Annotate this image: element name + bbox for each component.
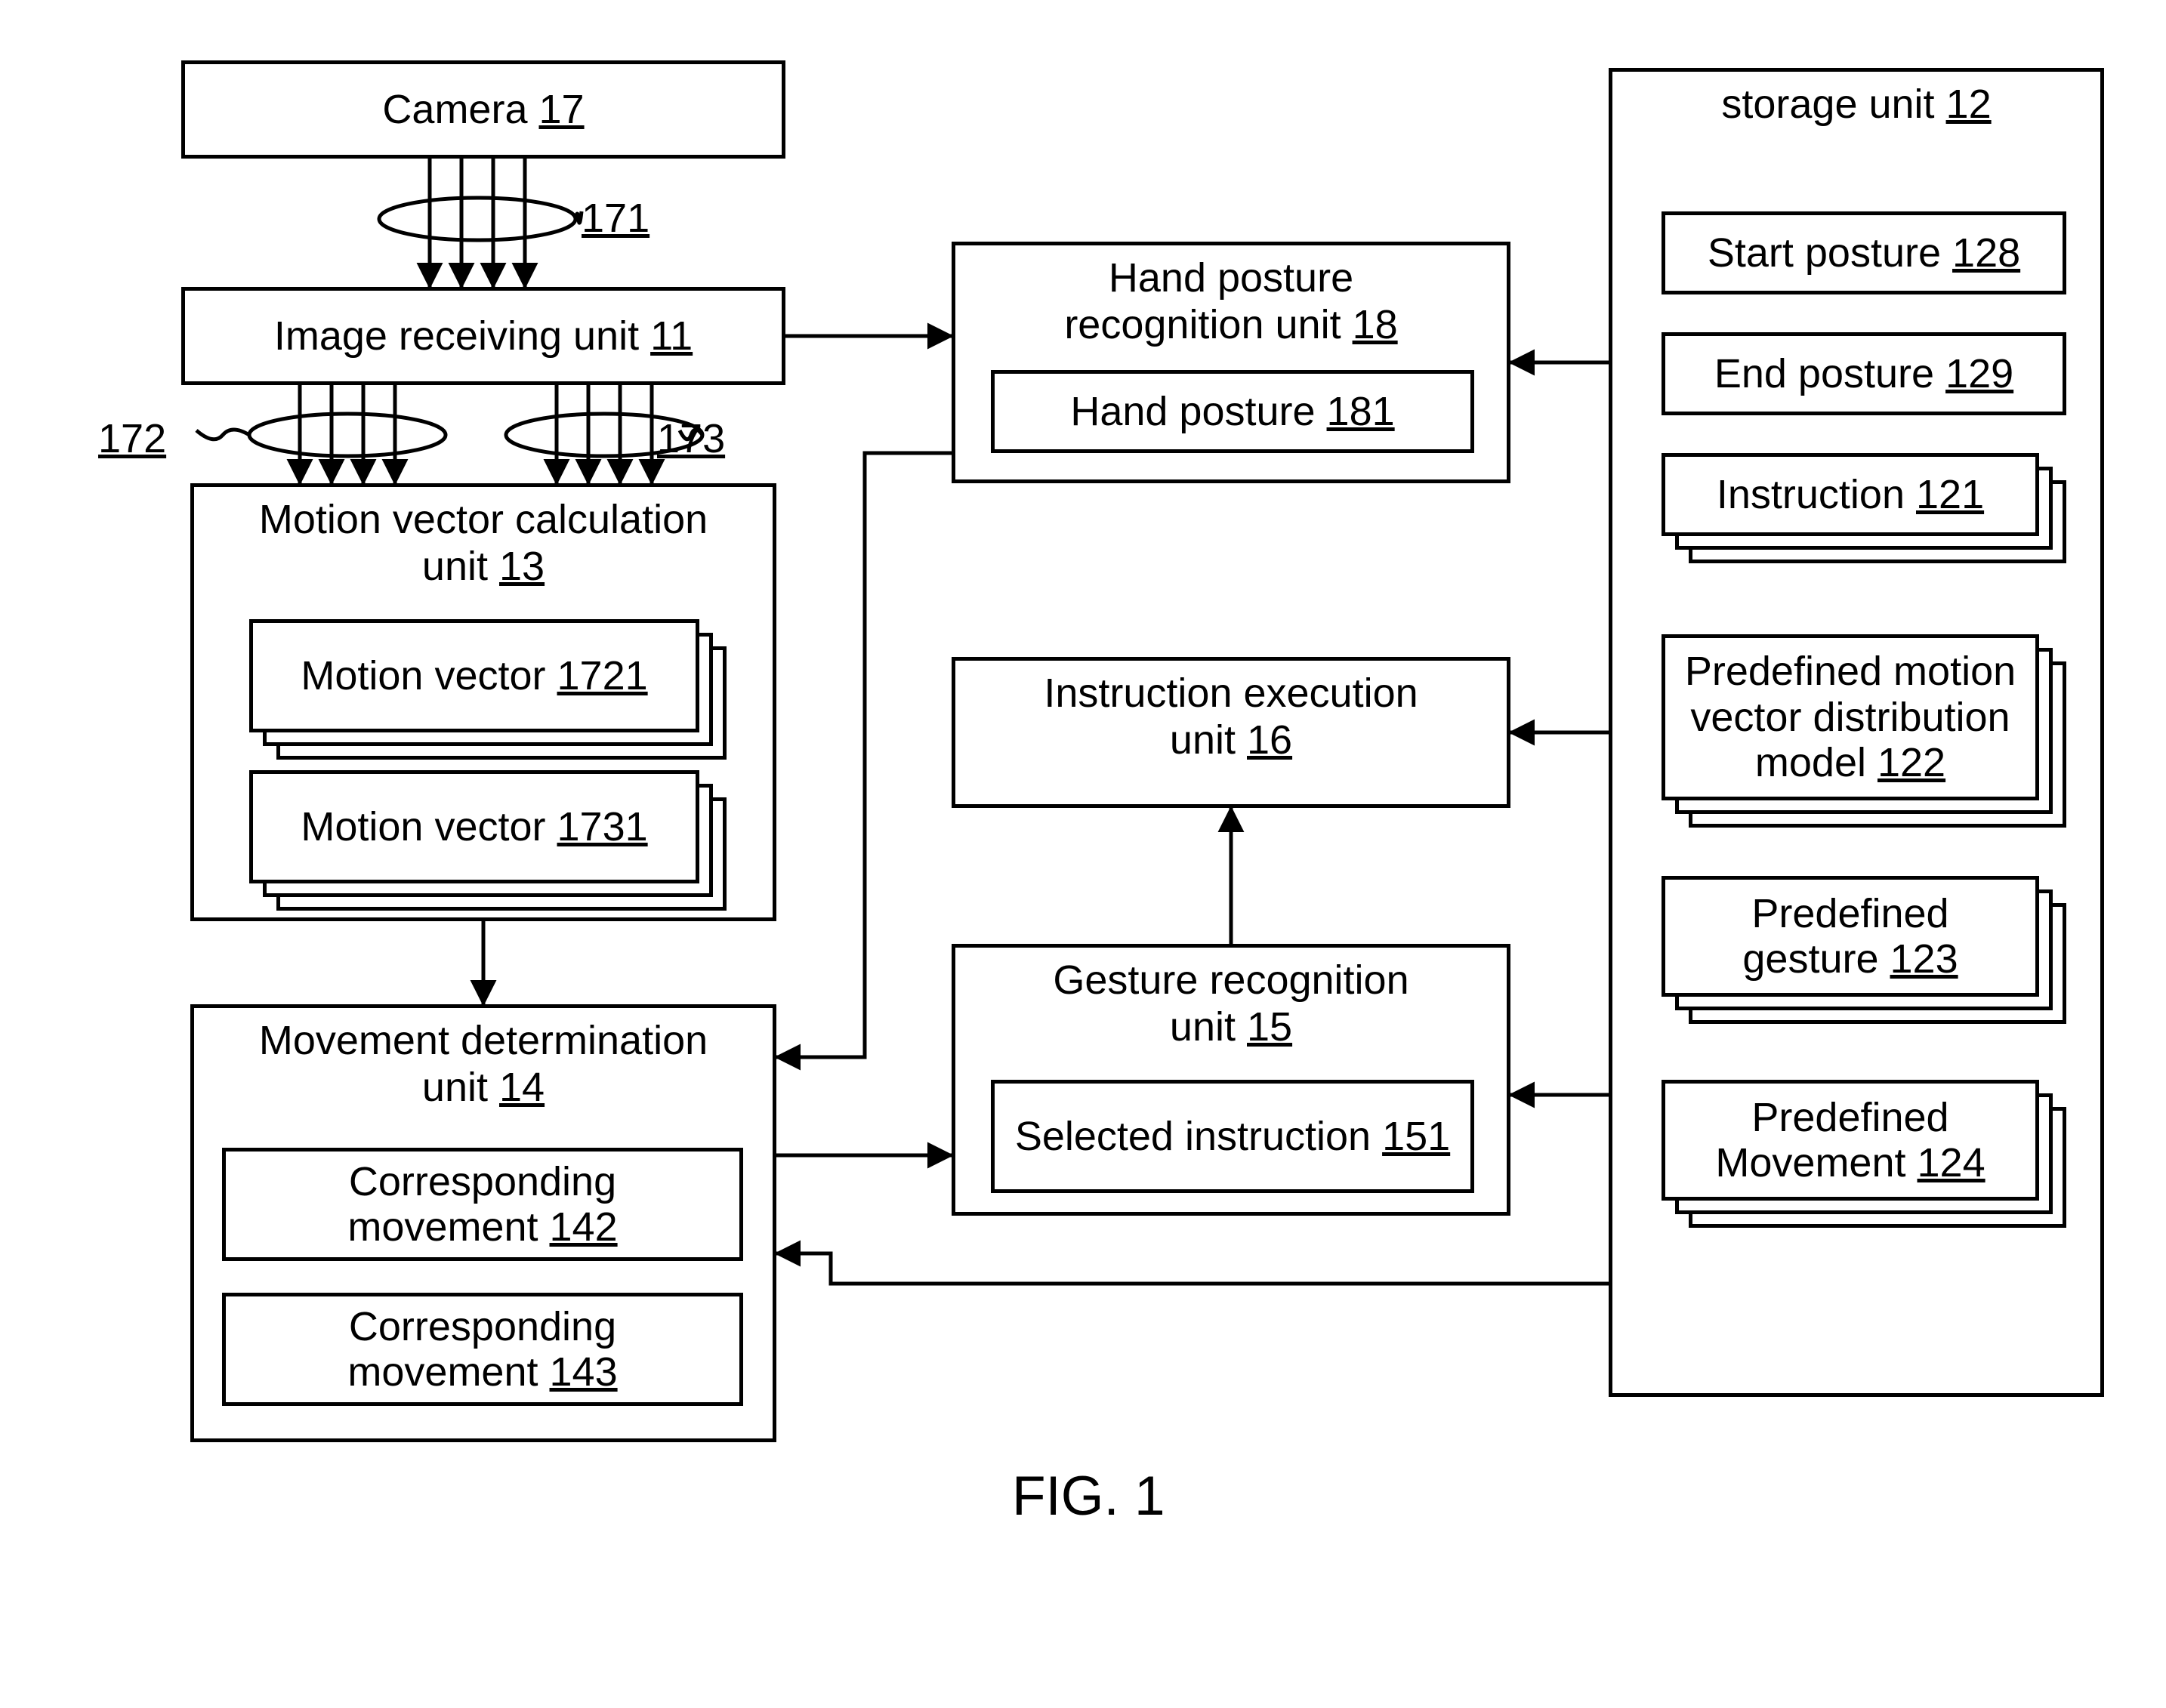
node-text: Correspondingmovement 142 [236,1159,729,1250]
node-text: Motion vector 1721 [264,653,685,698]
edge-hpru-to-mdu [776,453,952,1057]
node-hp: Hand posture 181 [991,370,1474,453]
node-ep: End posture 129 [1662,332,2066,415]
bundle-ring-camera-to-iru [379,198,575,240]
node-text: Motion vector 1731 [264,804,685,849]
node-iru: Image receiving unit 11 [181,287,785,385]
node-text: Hand posture 181 [1005,389,1460,434]
node-pm: PredefinedMovement 124 [1662,1080,2039,1201]
node-text: Image receiving unit 11 [196,313,771,359]
node-pmvdm: Predefined motionvector distributionmode… [1662,634,2039,800]
diagram-canvas: Camera 17 Image receiving unit 11 Motion v… [0,0,2166,1708]
node-camera: Camera 17 [181,60,785,159]
node-text: Correspondingmovement 143 [236,1304,729,1395]
node-ieu: Instruction executionunit 16 [952,657,1510,808]
ref-label-l172: 172 [98,415,166,462]
node-pg: Predefinedgesture 123 [1662,876,2039,997]
node-text: Start posture 128 [1676,230,2052,276]
node-cm2: Correspondingmovement 143 [222,1293,743,1406]
node-text: PredefinedMovement 124 [1676,1095,2025,1186]
node-text: Predefined motionvector distributionmode… [1676,649,2025,785]
node-inst: Instruction 121 [1662,453,2039,536]
figure-caption: FIG. 1 [1012,1465,1165,1528]
node-sp: Start posture 128 [1662,211,2066,294]
node-text: Camera 17 [196,87,771,132]
squiggle-camera-to-iru [575,211,582,223]
node-mv2: Motion vector 1731 [249,770,699,883]
node-text: Predefinedgesture 123 [1676,891,2025,982]
node-cm1: Correspondingmovement 142 [222,1148,743,1261]
ref-label-l173: 173 [657,415,725,462]
node-si: Selected instruction 151 [991,1080,1474,1193]
node-text: Selected instruction 151 [1005,1114,1460,1159]
node-title: Instruction executionunit 16 [966,670,1496,795]
bundle-ring-iru-to-mvcu-left [249,414,446,456]
ref-label-l171: 171 [582,195,649,242]
edge-storage-to-mdu [776,1253,1609,1284]
squiggle-iru-to-mvcu-left [196,430,249,439]
node-text: Instruction 121 [1676,472,2025,517]
node-mv1: Motion vector 1721 [249,619,699,732]
node-text: End posture 129 [1676,351,2052,396]
